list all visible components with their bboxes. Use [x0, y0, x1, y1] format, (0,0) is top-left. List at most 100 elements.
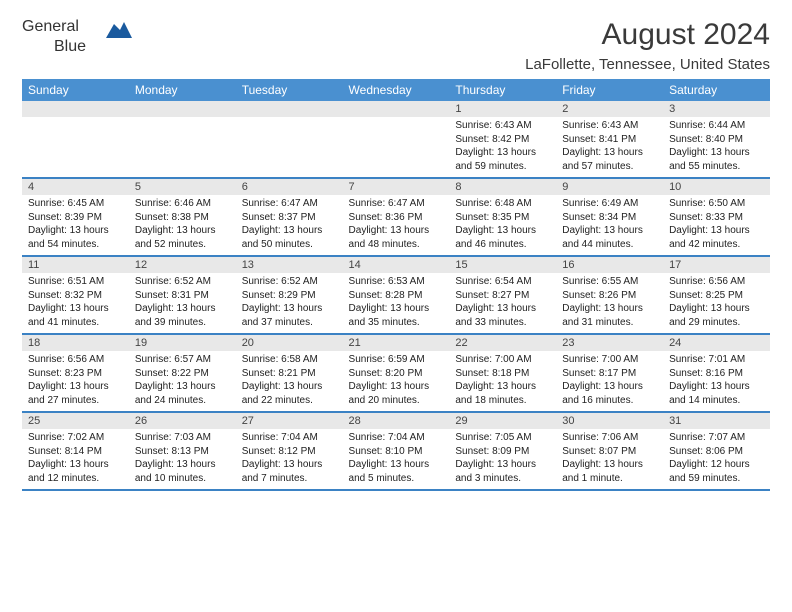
calendar-day-cell: 12Sunrise: 6:52 AMSunset: 8:31 PMDayligh…: [129, 256, 236, 334]
day-details: Sunrise: 6:52 AMSunset: 8:31 PMDaylight:…: [129, 273, 236, 333]
calendar-week-row: 1Sunrise: 6:43 AMSunset: 8:42 PMDaylight…: [22, 101, 770, 178]
weekday-header: Saturday: [663, 79, 770, 101]
calendar-day-cell: 18Sunrise: 6:56 AMSunset: 8:23 PMDayligh…: [22, 334, 129, 412]
daylight-text: Daylight: 13 hours and 1 minute.: [562, 458, 657, 485]
sunrise-text: Sunrise: 7:04 AM: [242, 431, 337, 445]
weekday-header: Sunday: [22, 79, 129, 101]
sunrise-text: Sunrise: 6:56 AM: [669, 275, 764, 289]
day-details: Sunrise: 6:53 AMSunset: 8:28 PMDaylight:…: [343, 273, 450, 333]
daylight-text: Daylight: 13 hours and 20 minutes.: [349, 380, 444, 407]
calendar-day-cell: 2Sunrise: 6:43 AMSunset: 8:41 PMDaylight…: [556, 101, 663, 178]
calendar-day-cell: 22Sunrise: 7:00 AMSunset: 8:18 PMDayligh…: [449, 334, 556, 412]
sunrise-text: Sunrise: 7:06 AM: [562, 431, 657, 445]
sunset-text: Sunset: 8:17 PM: [562, 367, 657, 381]
day-details: Sunrise: 7:00 AMSunset: 8:17 PMDaylight:…: [556, 351, 663, 411]
sunset-text: Sunset: 8:38 PM: [135, 211, 230, 225]
sunrise-text: Sunrise: 6:46 AM: [135, 197, 230, 211]
daylight-text: Daylight: 13 hours and 35 minutes.: [349, 302, 444, 329]
day-details: Sunrise: 6:59 AMSunset: 8:20 PMDaylight:…: [343, 351, 450, 411]
daylight-text: Daylight: 13 hours and 24 minutes.: [135, 380, 230, 407]
calendar-week-row: 11Sunrise: 6:51 AMSunset: 8:32 PMDayligh…: [22, 256, 770, 334]
day-details: Sunrise: 7:07 AMSunset: 8:06 PMDaylight:…: [663, 429, 770, 489]
day-details: Sunrise: 7:04 AMSunset: 8:10 PMDaylight:…: [343, 429, 450, 489]
calendar-day-cell: 24Sunrise: 7:01 AMSunset: 8:16 PMDayligh…: [663, 334, 770, 412]
day-number: 17: [663, 257, 770, 273]
calendar-day-cell: 27Sunrise: 7:04 AMSunset: 8:12 PMDayligh…: [236, 412, 343, 490]
daylight-text: Daylight: 13 hours and 16 minutes.: [562, 380, 657, 407]
weekday-header: Monday: [129, 79, 236, 101]
calendar-day-cell: 21Sunrise: 6:59 AMSunset: 8:20 PMDayligh…: [343, 334, 450, 412]
sunrise-text: Sunrise: 6:59 AM: [349, 353, 444, 367]
sunset-text: Sunset: 8:07 PM: [562, 445, 657, 459]
sunrise-text: Sunrise: 7:07 AM: [669, 431, 764, 445]
day-details: Sunrise: 6:50 AMSunset: 8:33 PMDaylight:…: [663, 195, 770, 255]
daylight-text: Daylight: 13 hours and 54 minutes.: [28, 224, 123, 251]
sunrise-text: Sunrise: 6:43 AM: [562, 119, 657, 133]
weekday-header: Wednesday: [343, 79, 450, 101]
day-details: Sunrise: 7:06 AMSunset: 8:07 PMDaylight:…: [556, 429, 663, 489]
day-number: 31: [663, 413, 770, 429]
sunrise-text: Sunrise: 6:50 AM: [669, 197, 764, 211]
daylight-text: Daylight: 13 hours and 39 minutes.: [135, 302, 230, 329]
sunrise-text: Sunrise: 6:53 AM: [349, 275, 444, 289]
sunrise-text: Sunrise: 6:55 AM: [562, 275, 657, 289]
daylight-text: Daylight: 13 hours and 59 minutes.: [455, 146, 550, 173]
day-number: 25: [22, 413, 129, 429]
day-details: Sunrise: 7:02 AMSunset: 8:14 PMDaylight:…: [22, 429, 129, 489]
sunset-text: Sunset: 8:06 PM: [669, 445, 764, 459]
sunrise-text: Sunrise: 6:54 AM: [455, 275, 550, 289]
daylight-text: Daylight: 13 hours and 5 minutes.: [349, 458, 444, 485]
sunset-text: Sunset: 8:20 PM: [349, 367, 444, 381]
sunset-text: Sunset: 8:41 PM: [562, 133, 657, 147]
sunrise-text: Sunrise: 6:58 AM: [242, 353, 337, 367]
brand-logo: General Blue: [22, 18, 142, 66]
sunset-text: Sunset: 8:22 PM: [135, 367, 230, 381]
daylight-text: Daylight: 13 hours and 3 minutes.: [455, 458, 550, 485]
sunset-text: Sunset: 8:12 PM: [242, 445, 337, 459]
day-details: Sunrise: 6:56 AMSunset: 8:23 PMDaylight:…: [22, 351, 129, 411]
calendar-day-cell: 15Sunrise: 6:54 AMSunset: 8:27 PMDayligh…: [449, 256, 556, 334]
brand-triangle-icon: [106, 20, 132, 38]
daylight-text: Daylight: 13 hours and 33 minutes.: [455, 302, 550, 329]
day-number: 30: [556, 413, 663, 429]
calendar-empty-cell: [129, 101, 236, 178]
day-number: 15: [449, 257, 556, 273]
day-number: 23: [556, 335, 663, 351]
calendar-day-cell: 31Sunrise: 7:07 AMSunset: 8:06 PMDayligh…: [663, 412, 770, 490]
weekday-header: Thursday: [449, 79, 556, 101]
sunrise-text: Sunrise: 7:04 AM: [349, 431, 444, 445]
day-number: 14: [343, 257, 450, 273]
daylight-text: Daylight: 13 hours and 57 minutes.: [562, 146, 657, 173]
daylight-text: Daylight: 13 hours and 50 minutes.: [242, 224, 337, 251]
daylight-text: Daylight: 12 hours and 59 minutes.: [669, 458, 764, 485]
calendar-day-cell: 8Sunrise: 6:48 AMSunset: 8:35 PMDaylight…: [449, 178, 556, 256]
sunset-text: Sunset: 8:18 PM: [455, 367, 550, 381]
weekday-header-row: SundayMondayTuesdayWednesdayThursdayFrid…: [22, 79, 770, 101]
calendar-day-cell: 7Sunrise: 6:47 AMSunset: 8:36 PMDaylight…: [343, 178, 450, 256]
calendar-day-cell: 16Sunrise: 6:55 AMSunset: 8:26 PMDayligh…: [556, 256, 663, 334]
page-title: August 2024: [525, 18, 770, 52]
day-number: 13: [236, 257, 343, 273]
sunrise-text: Sunrise: 6:57 AM: [135, 353, 230, 367]
day-number: 18: [22, 335, 129, 351]
calendar-day-cell: 14Sunrise: 6:53 AMSunset: 8:28 PMDayligh…: [343, 256, 450, 334]
calendar-day-cell: 1Sunrise: 6:43 AMSunset: 8:42 PMDaylight…: [449, 101, 556, 178]
day-number: 10: [663, 179, 770, 195]
daylight-text: Daylight: 13 hours and 14 minutes.: [669, 380, 764, 407]
sunset-text: Sunset: 8:42 PM: [455, 133, 550, 147]
calendar-day-cell: 25Sunrise: 7:02 AMSunset: 8:14 PMDayligh…: [22, 412, 129, 490]
weekday-header: Friday: [556, 79, 663, 101]
sunset-text: Sunset: 8:33 PM: [669, 211, 764, 225]
day-details: Sunrise: 7:00 AMSunset: 8:18 PMDaylight:…: [449, 351, 556, 411]
day-details: Sunrise: 7:05 AMSunset: 8:09 PMDaylight:…: [449, 429, 556, 489]
sunset-text: Sunset: 8:13 PM: [135, 445, 230, 459]
sunset-text: Sunset: 8:34 PM: [562, 211, 657, 225]
day-number: 16: [556, 257, 663, 273]
daylight-text: Daylight: 13 hours and 18 minutes.: [455, 380, 550, 407]
day-details: Sunrise: 7:04 AMSunset: 8:12 PMDaylight:…: [236, 429, 343, 489]
day-number: 4: [22, 179, 129, 195]
day-details: Sunrise: 6:46 AMSunset: 8:38 PMDaylight:…: [129, 195, 236, 255]
sunrise-text: Sunrise: 7:00 AM: [455, 353, 550, 367]
daylight-text: Daylight: 13 hours and 46 minutes.: [455, 224, 550, 251]
day-number: 22: [449, 335, 556, 351]
